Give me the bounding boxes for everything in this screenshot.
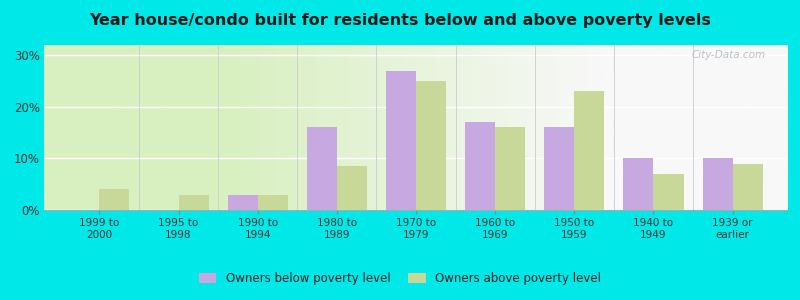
Bar bbox=[416, 81, 446, 210]
Bar bbox=[258, 194, 288, 210]
Bar bbox=[574, 92, 604, 210]
Bar bbox=[386, 71, 416, 210]
Bar bbox=[306, 128, 337, 210]
Legend: Owners below poverty level, Owners above poverty level: Owners below poverty level, Owners above… bbox=[198, 272, 602, 285]
Bar bbox=[544, 128, 574, 210]
Bar bbox=[623, 158, 654, 210]
Bar bbox=[465, 122, 495, 210]
Bar bbox=[99, 189, 130, 210]
Bar bbox=[733, 164, 762, 210]
Bar bbox=[228, 194, 258, 210]
Text: City-Data.com: City-Data.com bbox=[691, 50, 766, 60]
Bar bbox=[178, 194, 209, 210]
Bar bbox=[654, 174, 683, 210]
Text: Year house/condo built for residents below and above poverty levels: Year house/condo built for residents bel… bbox=[89, 14, 711, 28]
Bar bbox=[702, 158, 733, 210]
Bar bbox=[495, 128, 526, 210]
Bar bbox=[337, 166, 367, 210]
